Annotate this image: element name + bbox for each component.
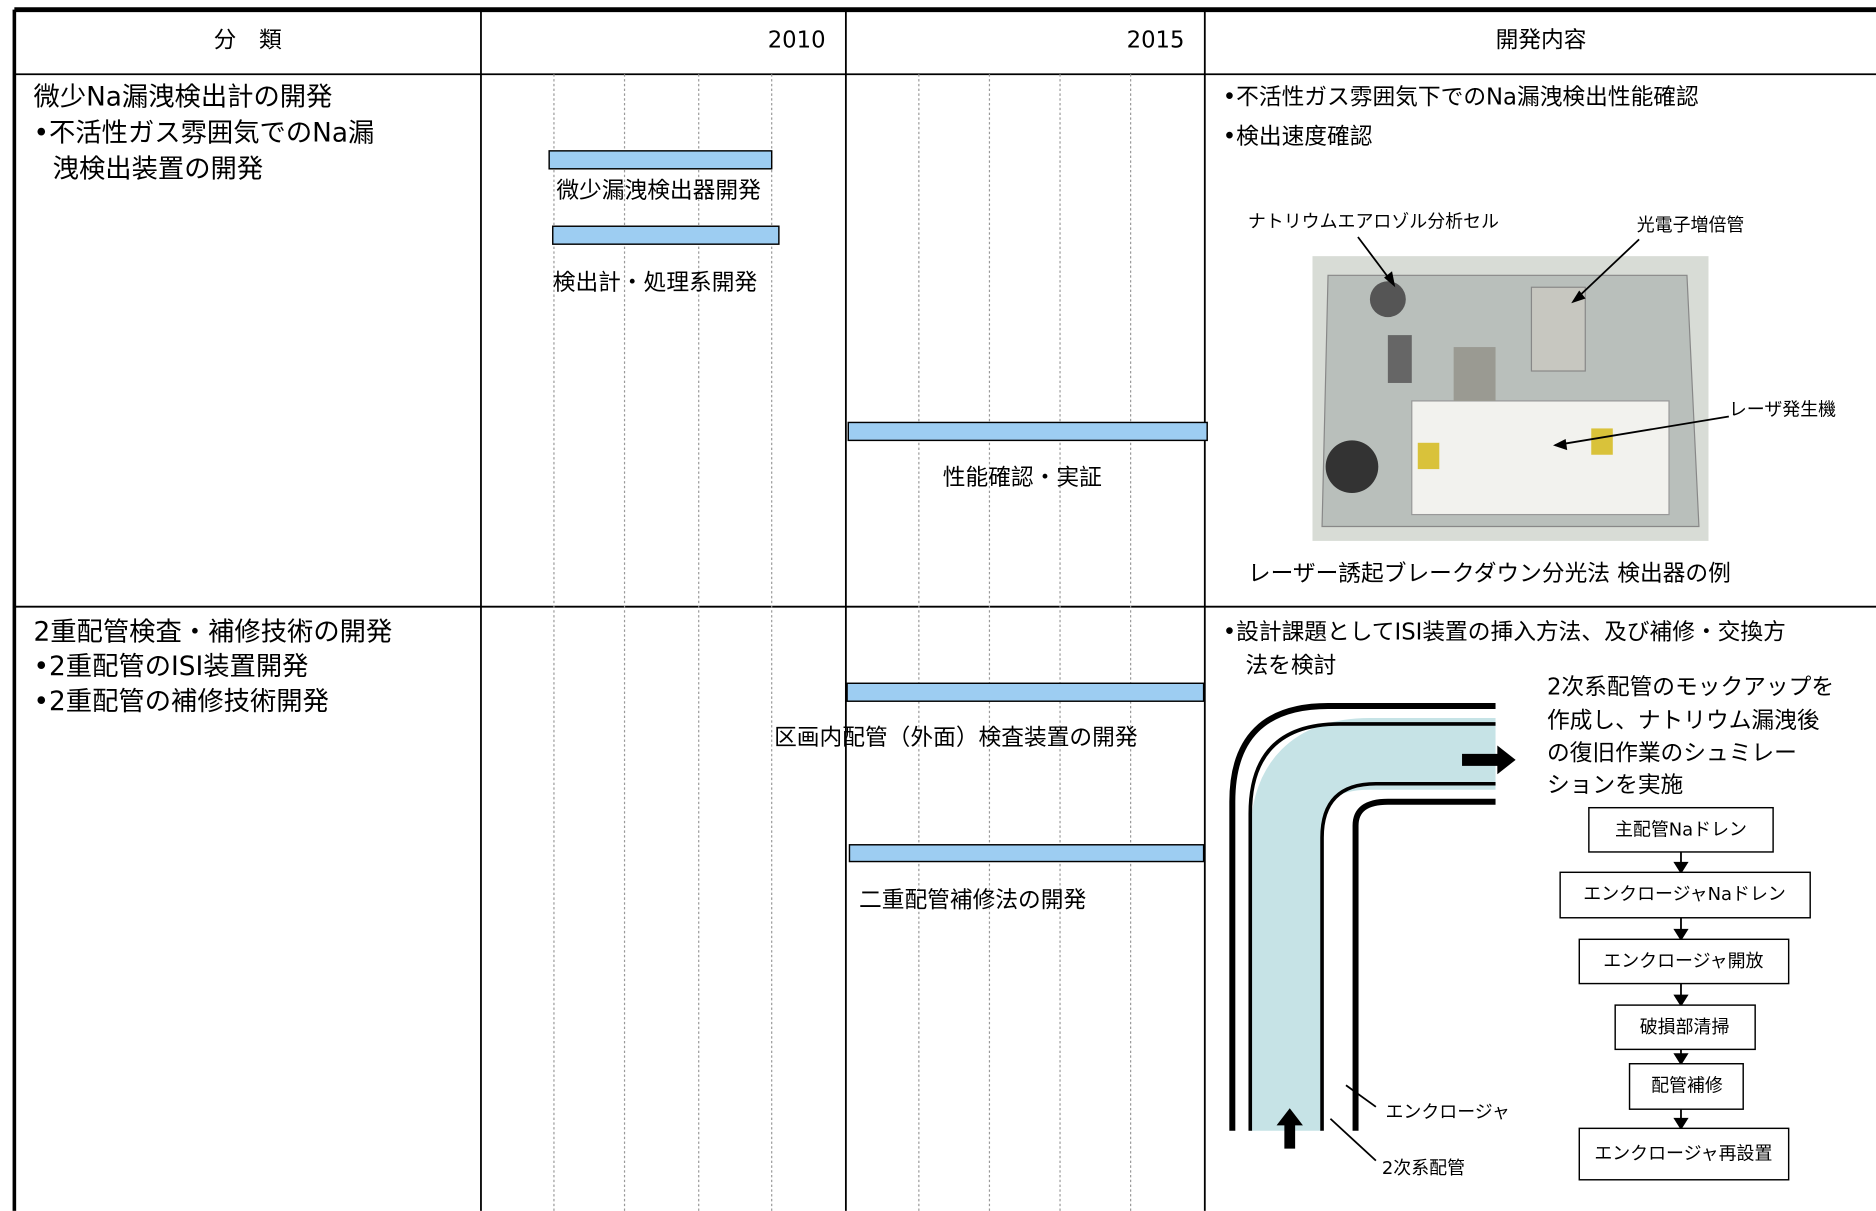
category-text: •2重配管のISI装置開発 (34, 652, 309, 682)
content-bullet: •設計課題としてISI装置の挿入方法、及び補修・交換方 (1223, 620, 1786, 646)
task-bar (847, 421, 1208, 442)
figure-label: 2次系配管 (1382, 1158, 1465, 1179)
category-text: 2重配管検査・補修技術の開発 (34, 618, 393, 648)
content-bullet: •検出速度確認 (1223, 124, 1373, 150)
description-text: 2次系配管のモックアップを (1547, 675, 1834, 701)
description-text: の復旧作業のシュミレー (1547, 740, 1797, 766)
description-text: 作成し、ナトリウム漏洩後 (1547, 708, 1820, 734)
flow-box (1559, 871, 1811, 919)
flow-step: 主配管Naドレン (1615, 819, 1747, 840)
header-cell: 開発内容 (1496, 27, 1587, 53)
header-cell: 2010 (768, 27, 826, 53)
table-grid (12, 7, 1876, 1211)
figure-label: レーザ発生機 (1729, 399, 1836, 420)
flow-box (1578, 1127, 1790, 1181)
category-text: 微少Na漏洩検出計の開発 (34, 83, 333, 113)
task-bar (848, 844, 1205, 863)
flow-box (1578, 938, 1790, 985)
photo-arrows (1357, 236, 1729, 451)
figure-label: ナトリウムエアロゾル分析セル (1248, 212, 1499, 233)
task-bar (548, 150, 773, 170)
description-text: ションを実施 (1547, 773, 1683, 799)
figure-label: エンクロージャ (1385, 1102, 1509, 1123)
header-cell: 分 類 (214, 27, 282, 53)
task-label: 検出計・処理系開発 (553, 270, 758, 296)
task-label: 微少漏洩検出器開発 (556, 178, 761, 204)
pipe-diagram (1229, 703, 1516, 1162)
detector-photo (1312, 256, 1709, 541)
flow-step: 破損部清掃 (1640, 1017, 1730, 1038)
category-text: •2重配管の補修技術開発 (34, 687, 329, 717)
flow-step: エンクロージャ開放 (1603, 951, 1763, 972)
flow-connectors (1673, 851, 1689, 1131)
category-text: 洩検出装置の開発 (53, 154, 264, 184)
figure-label: 光電子増倍管 (1637, 215, 1745, 236)
flow-step: 配管補修 (1651, 1075, 1723, 1096)
flow-step: エンクロージャNaドレン (1583, 884, 1786, 905)
task-bar (552, 225, 780, 245)
content-bullet: 法を検討 (1245, 653, 1336, 679)
header-cell: 2015 (1127, 27, 1185, 53)
flow-box (1614, 1004, 1756, 1051)
task-label: 性能確認・実証 (943, 465, 1102, 491)
task-label: 二重配管補修法の開発 (859, 888, 1086, 914)
figure-caption: レーザー誘起ブレークダウン分光法 検出器の例 (1248, 561, 1731, 587)
flow-box (1588, 806, 1774, 853)
category-text: •不活性ガス雰囲気でのNa漏 (34, 119, 375, 149)
flow-box (1628, 1063, 1744, 1110)
flow-step: エンクロージャ再設置 (1594, 1144, 1772, 1165)
content-bullet: •不活性ガス雰囲気下でのNa漏洩検出性能確認 (1223, 85, 1699, 111)
task-bar (846, 682, 1205, 702)
task-label: 区画内配管（外面）検査装置の開発 (774, 725, 1138, 751)
